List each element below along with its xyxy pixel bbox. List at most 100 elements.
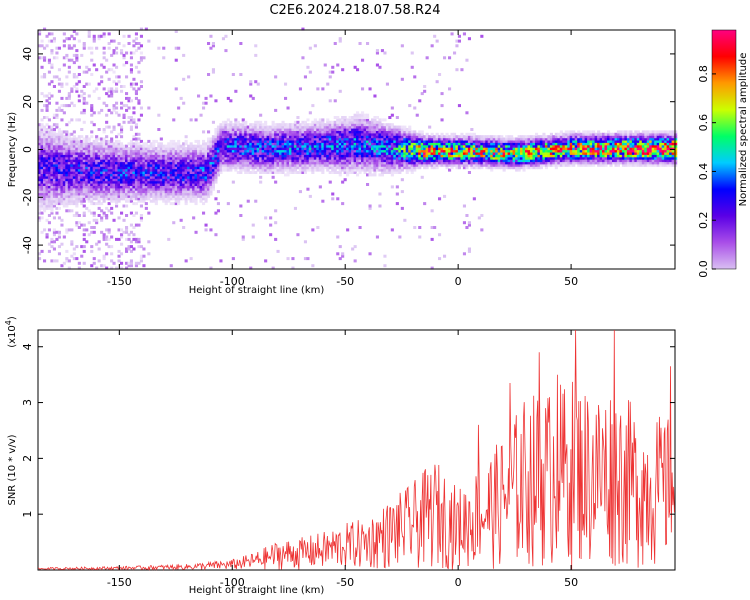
spectrogram-cell — [65, 194, 69, 198]
spectrogram-cell — [221, 151, 225, 155]
spectrogram-cell — [333, 168, 337, 172]
spectrogram-cell — [65, 173, 69, 177]
spectrogram-cell — [107, 228, 111, 232]
spectrogram-cell — [152, 190, 156, 194]
spectrogram-cell — [174, 159, 178, 163]
spectrogram-cell — [219, 132, 223, 136]
spectrogram-cell — [87, 142, 91, 146]
spectrogram-cell — [420, 144, 424, 148]
spectrogram-cell — [293, 154, 297, 158]
spectrogram-cell — [385, 142, 389, 146]
spectrogram-cell — [438, 159, 442, 163]
spectrogram-cell — [65, 228, 69, 232]
spectrogram-cell — [65, 187, 69, 191]
spectrogram-cell — [179, 180, 183, 184]
spectrogram-cell — [182, 149, 186, 153]
spectrogram-cell — [460, 68, 464, 72]
spectrogram-cell — [95, 242, 99, 246]
spectrogram-cell — [375, 168, 379, 172]
spectrogram-cell — [254, 128, 258, 131]
spectrogram-cell — [179, 190, 183, 194]
spectrogram-cell — [87, 46, 91, 50]
spectrogram-cell — [38, 32, 42, 36]
spectrogram-cell — [172, 156, 176, 160]
spectrogram-cell — [266, 149, 270, 153]
spectrogram-cell — [224, 147, 228, 151]
spectrogram-cell — [286, 154, 290, 158]
spectrogram-cell — [40, 44, 44, 48]
spectrogram-cell — [194, 163, 198, 167]
spectrogram-cell — [70, 168, 74, 172]
spectrogram-cell — [216, 163, 220, 167]
spectrogram-cell — [55, 56, 59, 60]
spectrogram-cell — [371, 149, 375, 153]
spectrogram-cell — [276, 123, 280, 127]
spectrogram-cell — [100, 151, 104, 155]
spectrogram-cell — [189, 144, 193, 148]
spectrogram-cell — [311, 135, 315, 139]
spectrogram-cell — [134, 223, 138, 227]
spectrogram-cell — [147, 139, 151, 143]
spectrogram-cell — [410, 149, 414, 153]
spectrogram-cell — [70, 228, 74, 232]
spectrogram-cell — [353, 128, 357, 131]
spectrogram-cell — [107, 142, 111, 146]
spectrogram-cell — [291, 135, 295, 139]
spectrogram-cell — [211, 120, 215, 124]
spectrogram-cell — [311, 144, 315, 148]
spectrogram-cell — [298, 128, 302, 131]
spectrogram-cell — [47, 58, 51, 62]
spectrogram-cell — [331, 161, 335, 165]
spectrogram-cell — [107, 32, 111, 36]
spectrogram-cell — [455, 135, 459, 139]
spectrogram-cell — [162, 163, 166, 167]
spectrogram-cell — [67, 154, 71, 158]
spectrogram-cell — [57, 77, 61, 81]
spectrogram-cell — [487, 156, 491, 160]
spectrogram-cell — [120, 266, 124, 270]
spectrogram-cell — [281, 128, 285, 131]
spectrogram-cell — [204, 197, 208, 201]
spectrogram-cell — [398, 137, 402, 141]
spectrogram-cell — [219, 259, 223, 263]
spectrogram-cell — [259, 144, 263, 148]
spectrogram-cell — [157, 151, 161, 155]
spectrogram-cell — [445, 142, 449, 146]
spectrogram-cell — [398, 159, 402, 163]
spectrogram-cell — [403, 156, 407, 160]
spectrogram-cell — [40, 187, 44, 191]
spectrogram-cell — [346, 154, 350, 158]
spectrogram-cell — [440, 118, 444, 122]
spectrogram-cell — [433, 135, 437, 139]
spectrogram-cell — [100, 171, 104, 174]
spectrogram-cell — [361, 128, 365, 131]
spectrogram-cell — [100, 209, 104, 213]
spectrogram-cell — [234, 166, 238, 170]
spectrogram-cell — [77, 187, 81, 191]
spectrogram-cell — [445, 147, 449, 151]
spectrogram-cell — [341, 202, 345, 206]
spectrogram-cell — [328, 166, 332, 170]
spectrogram-cell — [92, 180, 96, 184]
spectrogram-cell — [467, 142, 471, 146]
spectrogram-cell — [177, 142, 181, 146]
spectrogram-cell — [149, 159, 153, 163]
spectrogram-cell — [70, 101, 74, 105]
spectrogram-cell — [281, 166, 285, 170]
spectrogram-cell — [279, 144, 283, 148]
spectrogram-cell — [80, 135, 84, 139]
spectrogram-cell — [92, 178, 96, 182]
spectrogram-cell — [139, 214, 143, 217]
spectrogram-cell — [286, 125, 290, 129]
spectrogram-cell — [415, 139, 419, 143]
spectrogram-cell — [65, 147, 69, 151]
spectrogram-cell — [279, 151, 283, 155]
spectrogram-cell — [85, 144, 89, 148]
spectrogram-cell — [147, 173, 151, 177]
spectrogram-cell — [266, 147, 270, 151]
spectrogram-cell — [385, 159, 389, 163]
spectrogram-cell — [77, 226, 81, 229]
spectrogram-cell — [167, 163, 171, 167]
spectrogram-cell — [281, 135, 285, 139]
spectrogram-cell — [430, 142, 434, 146]
